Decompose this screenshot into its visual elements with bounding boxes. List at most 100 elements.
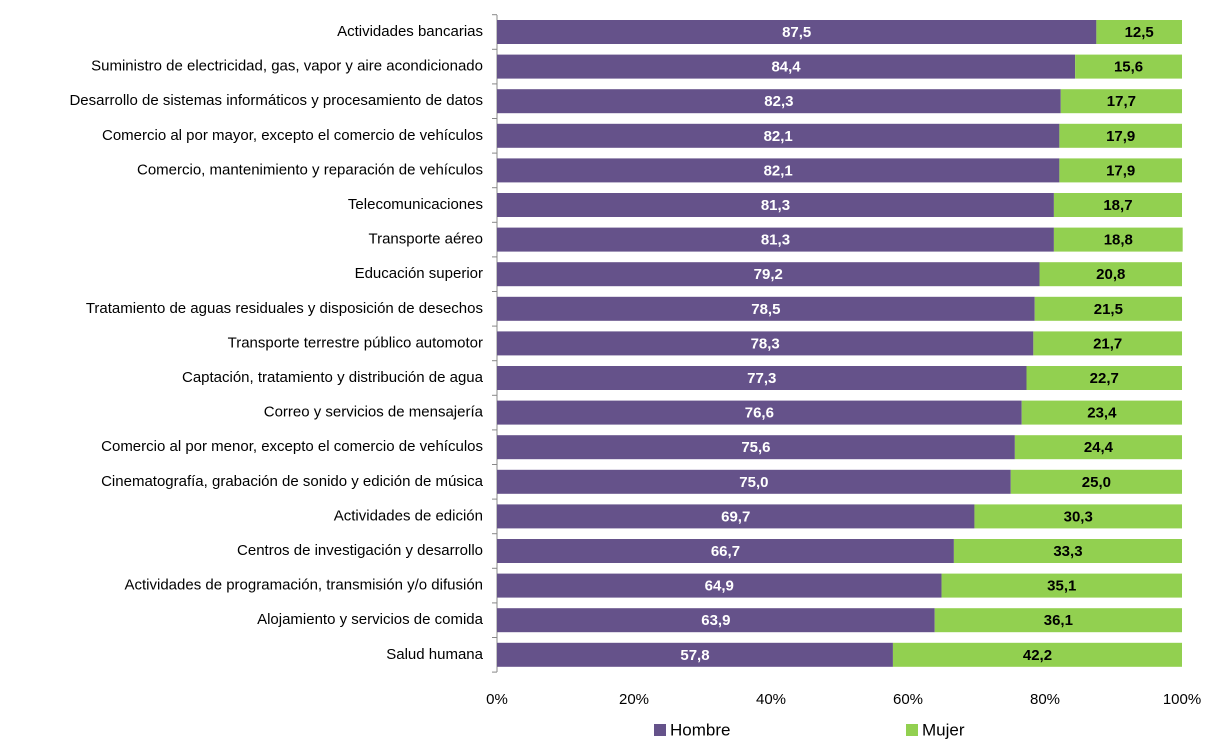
value-label: 66,7 [711,543,740,560]
value-label: 17,7 [1107,93,1136,110]
category-label: Actividades bancarias [337,23,483,40]
bar-segment [892,642,1182,667]
value-label: 87,5 [782,24,811,41]
value-label: 79,2 [754,266,783,283]
value-label: 17,9 [1106,128,1135,145]
bar-segment [497,89,1061,114]
value-label: 21,5 [1094,301,1123,318]
category-label: Correo y servicios de mensajería [264,404,484,421]
value-label: 76,6 [745,405,774,422]
value-label: 64,9 [705,578,734,595]
bar-segment [497,193,1054,217]
value-label: 30,3 [1064,508,1093,525]
x-tick-label: 80% [1030,691,1060,708]
value-label: 63,9 [701,612,730,629]
value-label: 81,3 [761,197,790,214]
value-label: 82,3 [764,93,793,110]
value-label: 57,8 [680,647,709,664]
value-label: 82,1 [764,162,793,179]
value-label: 21,7 [1093,335,1122,352]
value-label: 15,6 [1114,59,1143,76]
bar-segment [1033,331,1182,356]
bar-segment [497,608,935,633]
x-tick-label: 40% [756,691,786,708]
bar-segment [497,469,1011,494]
value-label: 25,0 [1082,474,1111,491]
bar-segment [497,20,1097,44]
value-label: 78,5 [751,301,780,318]
value-label: 77,3 [747,370,776,387]
bar-segment [1026,366,1182,390]
category-label: Comercio al por mayor, excepto el comerc… [102,127,483,144]
value-label: 84,4 [771,59,801,76]
bar-segment [497,400,1022,425]
category-label: Comercio, mantenimiento y reparación de … [137,161,483,178]
bar-segment [497,296,1035,321]
category-label: Transporte aéreo [368,231,483,248]
bar-segment [974,504,1182,529]
category-label: Desarrollo de sistemas informáticos y pr… [69,92,483,109]
value-label: 23,4 [1087,405,1117,422]
bar-segment [934,608,1182,633]
value-label: 78,3 [751,335,780,352]
bar-segment [497,504,975,529]
bar-segment [1096,20,1182,44]
category-label: Tratamiento de aguas residuales y dispos… [86,300,483,317]
bar-segment [497,158,1060,183]
bar-segment [1034,296,1182,321]
value-label: 22,7 [1090,370,1119,387]
category-label: Actividades de programación, transmisión… [124,577,483,594]
bar-segment [497,262,1040,287]
bar-segment [497,642,893,667]
bar-segment [1014,435,1182,460]
bar-segment [497,539,954,563]
bar-segment [953,539,1182,563]
legend-swatch [654,724,666,736]
bar-segment [1039,262,1182,287]
bar-segment [497,123,1060,148]
category-label: Alojamiento y servicios de comida [257,611,484,628]
category-label: Captación, tratamiento y distribución de… [182,369,484,386]
bar-segment [1053,193,1182,217]
bar-segment [497,573,942,598]
category-label: Suministro de electricidad, gas, vapor y… [91,58,483,75]
category-label: Telecomunicaciones [348,196,483,213]
value-label: 18,7 [1103,197,1132,214]
category-label: Transporte terrestre público automotor [228,334,483,351]
value-label: 24,4 [1084,439,1114,456]
bar-segment [497,366,1027,390]
bar-segment [1060,89,1182,114]
category-label: Educación superior [355,265,483,282]
legend-swatch [906,724,918,736]
value-label: 75,0 [739,474,768,491]
category-label: Cinematografía, grabación de sonido y ed… [101,473,484,490]
x-tick-label: 100% [1163,691,1201,708]
value-label: 36,1 [1044,612,1073,629]
value-label: 18,8 [1104,232,1133,249]
bar-segment [1059,158,1182,183]
value-label: 82,1 [764,128,793,145]
bar-segment [1021,400,1182,425]
bar-segment [497,331,1034,356]
value-label: 81,3 [761,232,790,249]
category-label: Centros de investigación y desarrollo [237,542,483,559]
category-label: Actividades de edición [334,507,483,524]
bar-segment [497,435,1015,460]
bar-segment [941,573,1182,598]
bar-segment [1053,227,1183,252]
value-label: 33,3 [1053,543,1082,560]
value-label: 20,8 [1096,266,1125,283]
category-label: Comercio al por menor, excepto el comerc… [101,438,483,455]
bar-segment [1075,54,1182,79]
value-label: 42,2 [1023,647,1052,664]
bar-segment [497,54,1076,79]
x-tick-label: 0% [486,691,508,708]
legend-label: Hombre [670,720,730,739]
value-label: 17,9 [1106,162,1135,179]
bar-segment [1059,123,1182,148]
value-label: 35,1 [1047,578,1076,595]
x-tick-label: 20% [619,691,649,708]
value-label: 75,6 [741,439,770,456]
category-label: Salud humana [386,646,483,663]
